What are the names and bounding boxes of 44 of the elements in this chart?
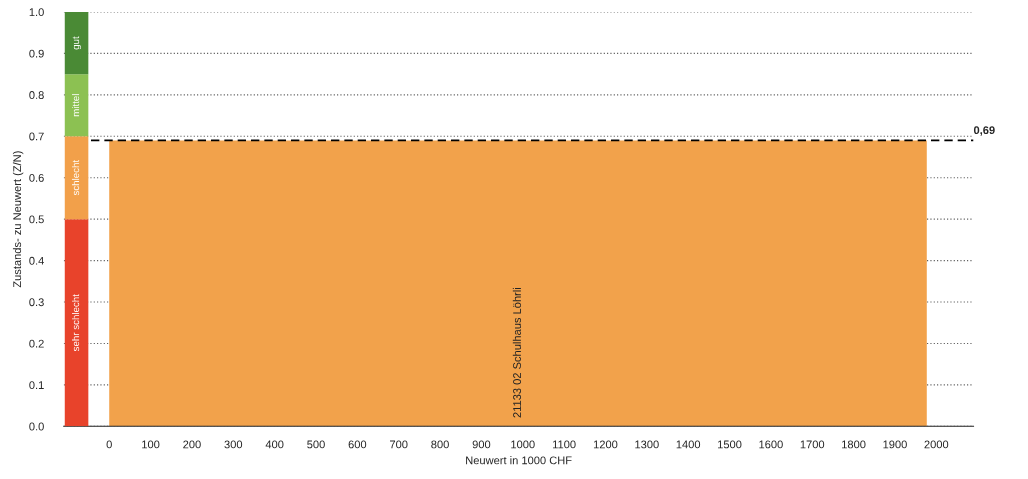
x-axis-title: Neuwert in 1000 CHF	[466, 456, 572, 465]
x-tick-label: 1600	[759, 440, 783, 449]
x-tick-label: 500	[307, 440, 325, 449]
y-tick-label: 0.8	[29, 91, 44, 99]
bar	[64, 136, 89, 220]
y-tick-label: 0.0	[29, 422, 44, 431]
x-tick-label: 200	[183, 440, 201, 449]
y-tick-label: 0.9	[29, 49, 44, 58]
y-tick-label: 0.4	[29, 256, 44, 265]
bar	[64, 74, 89, 137]
y-tick-label: 0.1	[29, 381, 44, 390]
y-tick-label: 0.2	[29, 339, 44, 348]
series-label: gut	[72, 36, 82, 50]
x-tick-label: 0	[106, 440, 112, 449]
x-tick-label: 2000	[924, 440, 949, 449]
x-tick-label: 800	[431, 440, 449, 449]
x-tick-label: 1900	[883, 440, 907, 449]
x-tick-label: 1400	[676, 440, 701, 449]
x-tick-label: 1100	[553, 440, 576, 449]
y-axis-title: Zustands- zu Neuwert (Z/N)	[12, 151, 24, 288]
bar	[64, 11, 89, 75]
y-tick-label: 0.3	[29, 298, 44, 307]
series-label: sehr schlecht	[72, 294, 80, 352]
series-label: mittel	[72, 94, 80, 117]
x-tick-label: 1800	[842, 440, 866, 449]
x-tick-label: 400	[265, 440, 284, 449]
x-tick-label: 100	[142, 440, 160, 449]
series-label: schlecht	[72, 159, 80, 196]
x-tick-label: 600	[348, 440, 367, 449]
x-tick-label: 1000	[511, 440, 535, 449]
y-tick-label: 1.0	[29, 8, 44, 17]
x-tick-label: 1500	[718, 440, 742, 449]
x-tick-label: 900	[472, 440, 491, 449]
y-tick-label: 0.6	[29, 173, 44, 182]
x-tick-label: 700	[390, 440, 408, 449]
series-label: 21133 02 Schulhaus Löhrli	[512, 288, 521, 418]
x-tick-label: 300	[224, 440, 243, 449]
x-tick-label: 1700	[800, 440, 825, 449]
y-tick-label: 0.7	[29, 132, 44, 141]
x-tick-label: 1300	[635, 440, 659, 449]
y-tick-label: 0.5	[29, 215, 44, 224]
ref-line-label: 0,69	[973, 126, 995, 136]
x-tick-label: 1200	[593, 440, 618, 449]
bar	[64, 219, 89, 427]
